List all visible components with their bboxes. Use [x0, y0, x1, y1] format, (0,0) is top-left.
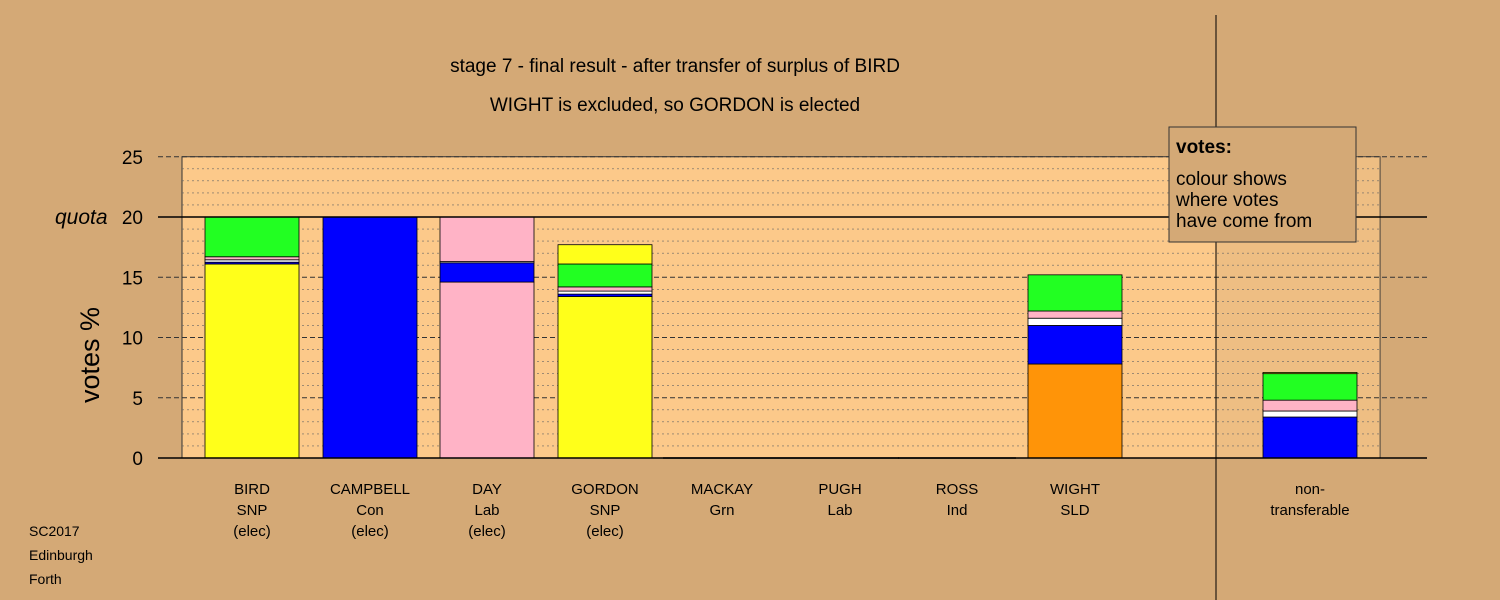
candidate-label: Lab	[827, 502, 852, 519]
y-tick-label: 5	[132, 389, 143, 410]
candidate-label: Ind	[947, 502, 968, 519]
bar-segment	[204, 256, 300, 261]
candidate-label: GORDON	[571, 481, 639, 498]
candidate-label: ROSS	[936, 481, 979, 498]
footer-line: Forth	[29, 571, 62, 587]
candidate-label: transferable	[1270, 502, 1349, 519]
footer-line: SC2017	[29, 523, 80, 539]
candidate-label: Grn	[709, 502, 734, 519]
legend: votes: colour shows where votes have com…	[1168, 126, 1357, 243]
bar-segment	[557, 244, 653, 265]
bar-stack	[1262, 372, 1358, 459]
bar-segment	[322, 216, 418, 459]
bar-segment	[1027, 363, 1123, 459]
bar-stack	[557, 244, 653, 459]
chart-subtitle: WIGHT is excluded, so GORDON is elected	[490, 95, 860, 116]
legend-box	[1168, 126, 1357, 243]
legend-line: have come from	[1176, 211, 1312, 232]
bar-segment	[1027, 274, 1123, 312]
bar-segment	[1027, 325, 1123, 365]
candidate-label: MACKAY	[691, 481, 753, 498]
y-tick-label: 15	[122, 268, 143, 289]
bar-segment	[439, 281, 535, 459]
candidate-label: (elec)	[586, 523, 624, 540]
bar-segment	[557, 263, 653, 288]
candidate-label: BIRD	[234, 481, 270, 498]
bar-segment	[557, 286, 653, 292]
legend-line: colour shows	[1176, 169, 1287, 190]
candidate-label: SNP	[237, 502, 268, 519]
bar-segment	[1262, 373, 1358, 401]
candidate-label: PUGH	[818, 481, 861, 498]
legend-title: votes:	[1176, 137, 1232, 158]
candidate-label: SNP	[590, 502, 621, 519]
bar-segment	[1027, 310, 1123, 319]
bar-segment	[204, 216, 300, 258]
candidate-label: SLD	[1060, 502, 1089, 519]
bar-segment	[557, 296, 653, 459]
bar-stack	[204, 216, 300, 459]
chart-title: stage 7 - final result - after transfer …	[450, 56, 900, 77]
bar-segment	[1262, 410, 1358, 418]
y-tick-label: 0	[132, 449, 143, 470]
bar-segment	[1027, 317, 1123, 326]
bar-stack	[1027, 274, 1123, 459]
y-tick-label: 20	[122, 208, 143, 229]
candidate-label: WIGHT	[1050, 481, 1100, 498]
candidate-label: CAMPBELL	[330, 481, 410, 498]
bar-segment	[1262, 399, 1358, 412]
footer-line: Edinburgh	[29, 547, 93, 563]
bar-segment	[439, 262, 535, 283]
candidate-label: DAY	[472, 481, 502, 498]
candidate-label: Lab	[474, 502, 499, 519]
y-axis-label: votes %	[75, 307, 105, 403]
bar-stack	[439, 216, 535, 459]
y-tick-label: 10	[122, 329, 143, 350]
bar-stack	[322, 216, 418, 459]
bar-segment	[1262, 416, 1358, 459]
bar-segment	[439, 216, 535, 262]
bar-segment	[1262, 372, 1358, 375]
legend-line: where votes	[1175, 190, 1278, 211]
bar-segment	[557, 290, 653, 295]
quota-label: quota	[55, 206, 108, 229]
bar-segment	[204, 263, 300, 459]
y-tick-label: 25	[122, 148, 143, 169]
candidate-label: (elec)	[351, 523, 389, 540]
candidate-label: (elec)	[468, 523, 506, 540]
candidate-label: non-	[1295, 481, 1325, 498]
candidate-label: Con	[356, 502, 384, 519]
candidate-label: (elec)	[233, 523, 271, 540]
